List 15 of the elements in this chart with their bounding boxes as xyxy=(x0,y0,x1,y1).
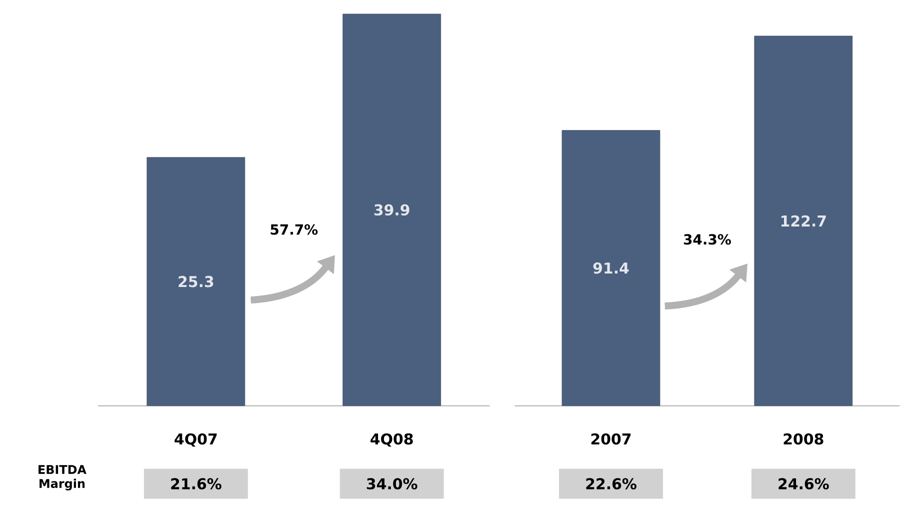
data-label: 91.4 xyxy=(593,262,629,274)
data-label: 25.3 xyxy=(178,276,214,288)
data-label: 39.9 xyxy=(374,204,410,216)
data-label: 122.7 xyxy=(781,215,826,227)
x-tick-label: 2007 xyxy=(591,433,631,445)
x-tick-label: 2008 xyxy=(784,433,824,445)
text: 34.0% xyxy=(366,478,418,490)
text: 22.6% xyxy=(586,478,636,490)
annotation: 34.3% xyxy=(684,234,731,245)
x-tick-label: 4Q08 xyxy=(370,433,413,447)
x-tick-label: 4Q07 xyxy=(174,433,217,447)
text: 21.6% xyxy=(171,478,222,490)
text: 24.6% xyxy=(778,478,829,490)
text: EBITDA Margin xyxy=(38,465,86,491)
annotation: 57.7% xyxy=(270,224,318,235)
